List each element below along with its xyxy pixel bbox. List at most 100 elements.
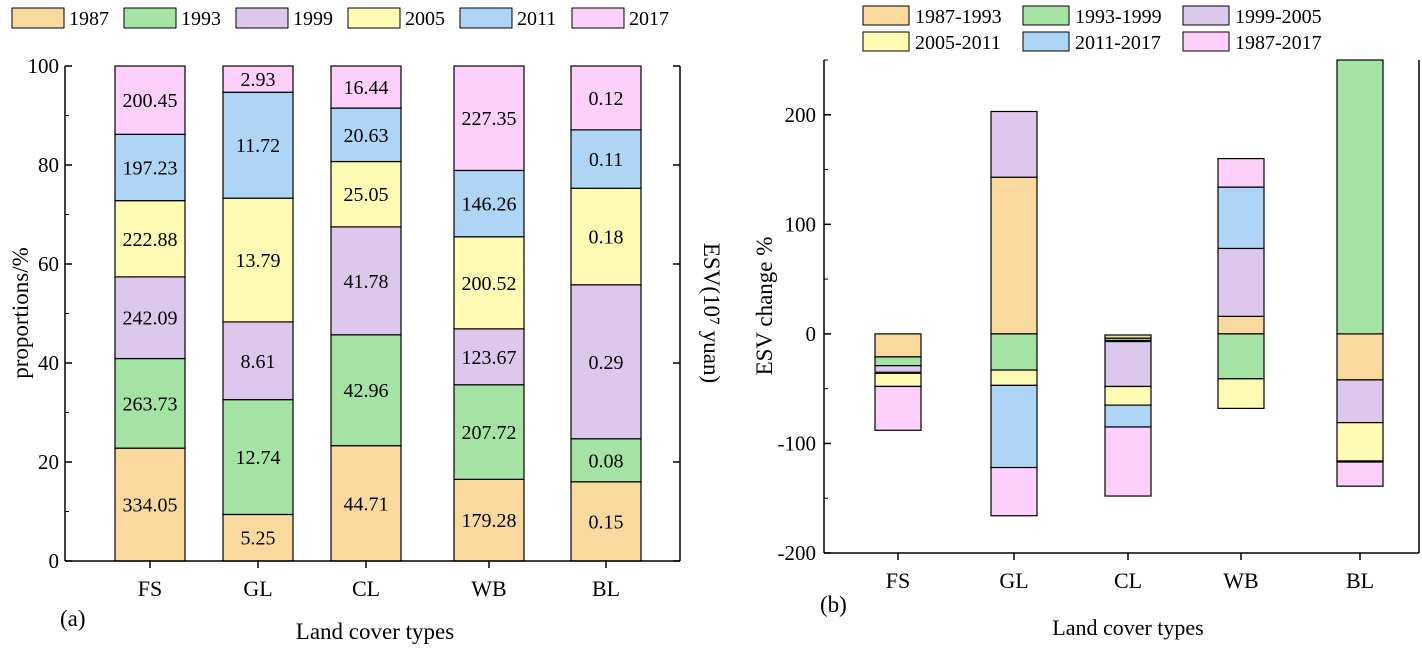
data-label: 146.26 — [462, 194, 517, 216]
bar-segment — [1336, 333, 1384, 381]
bar-segment — [453, 328, 525, 386]
legend-b-swatch — [1182, 5, 1230, 26]
panel-label-b: (b) — [820, 592, 847, 617]
bar-segment — [990, 333, 1038, 371]
x-tick-label: FS — [886, 568, 910, 593]
bar-segment — [1336, 422, 1384, 462]
bar-segment — [330, 160, 402, 228]
bar-segment — [1104, 385, 1152, 406]
panel-b-esv-change-chart: 1987-1993 1993-1999 1999-2005 2005-2011 2011… — [752, 5, 1420, 640]
bar-segment — [1217, 315, 1265, 335]
bar-segment — [874, 356, 922, 367]
x-axis-title: Land cover types — [1052, 615, 1204, 640]
data-label: 123.67 — [462, 347, 517, 369]
data-label: 20.63 — [344, 125, 389, 147]
legend-a-label: 1999 — [293, 8, 333, 30]
bar-segment — [453, 65, 525, 172]
bar-segment — [222, 65, 294, 93]
data-label: 222.88 — [123, 229, 178, 251]
data-label: 0.15 — [589, 511, 624, 533]
bar-segment — [1336, 379, 1384, 424]
data-label: 263.73 — [123, 393, 178, 415]
legend-a-swatch — [235, 7, 289, 29]
legend-b-swatch — [1022, 31, 1070, 52]
legend-a-label: 1987 — [69, 8, 109, 30]
legend-a-swatch — [123, 7, 177, 29]
bar-segment — [990, 384, 1038, 469]
bar-segment — [453, 169, 525, 238]
bar-segment — [222, 399, 294, 516]
data-label: 207.72 — [462, 422, 517, 444]
legend-b-label: 2011-2017 — [1075, 32, 1161, 54]
legend-b-swatch — [862, 31, 910, 52]
data-label: 42.96 — [344, 380, 389, 402]
data-label: 0.08 — [589, 450, 624, 472]
data-label: 25.05 — [344, 184, 389, 206]
legend-b-label: 2005-2011 — [915, 32, 1001, 54]
y-tick-label: 80 — [38, 153, 59, 177]
bar-segment — [570, 481, 642, 562]
bar-segment — [1217, 247, 1265, 317]
y-tick-label: 0 — [806, 322, 817, 346]
bar-segment — [114, 447, 186, 562]
bar-segment — [453, 478, 525, 562]
bar-segment — [570, 129, 642, 189]
y-tick-label: -100 — [778, 431, 817, 455]
data-label: 0.29 — [589, 352, 624, 374]
y-tick-label: 60 — [38, 252, 59, 276]
legend-a-swatch — [347, 7, 401, 29]
data-label: 11.72 — [236, 135, 280, 157]
data-label: 8.61 — [241, 351, 276, 373]
data-label: 13.79 — [236, 250, 281, 272]
legend-b-label: 1999-2005 — [1235, 6, 1322, 28]
legend-a-label: 2005 — [405, 8, 445, 30]
bar-segment — [114, 133, 186, 202]
bar-segment — [874, 372, 922, 388]
y-tick-label: 100 — [785, 212, 817, 236]
bar-segment — [1104, 340, 1152, 388]
bar-segment — [1104, 404, 1152, 428]
x-tick-label: WB — [1223, 568, 1258, 593]
bar-segment — [990, 369, 1038, 386]
x-tick-label: BL — [592, 576, 620, 601]
y-tick-label: -200 — [778, 541, 817, 565]
bar-segment — [222, 321, 294, 401]
x-tick-label: WB — [471, 576, 506, 601]
bar-segment — [222, 91, 294, 199]
x-tick-label: GL — [243, 576, 272, 601]
bar-segment — [330, 226, 402, 336]
data-label: 41.78 — [344, 271, 389, 293]
legend-b-swatch — [1022, 5, 1070, 26]
y-tick-label: 40 — [38, 351, 59, 375]
bar-segment — [990, 110, 1038, 178]
bar-segment — [1336, 59, 1384, 335]
legend-a: 1987 1993 1999 2005 2011 2017 — [11, 7, 669, 30]
bar-segment — [570, 438, 642, 483]
x-tick-label: BL — [1346, 568, 1374, 593]
bar-segment — [1217, 378, 1265, 409]
legend-a-label: 1993 — [181, 8, 221, 30]
legend-a-label: 2017 — [629, 8, 669, 30]
legend-b-label: 1987-2017 — [1235, 32, 1322, 54]
data-label: 0.11 — [589, 149, 623, 171]
data-label: 2.93 — [241, 69, 276, 91]
bar-segment — [453, 384, 525, 480]
x-tick-label: FS — [138, 576, 162, 601]
legend-a-swatch — [571, 7, 625, 29]
y-tick-label: 100 — [28, 54, 60, 78]
bar-segment — [114, 65, 186, 135]
x-tick-label: GL — [999, 568, 1028, 593]
legend-a-swatch — [459, 7, 513, 29]
data-label: 44.71 — [344, 493, 389, 515]
bar-segment — [1336, 461, 1384, 487]
y-tick-label: 200 — [785, 103, 817, 127]
bar-segment — [874, 333, 922, 358]
data-label: 179.28 — [462, 510, 517, 532]
y-axis-title-right: ESV(10⁷ yuan) — [699, 243, 724, 383]
y-axis-title: proportions/% — [8, 247, 33, 379]
data-label: 200.45 — [123, 90, 178, 112]
x-axis-title: Land cover types — [296, 619, 454, 644]
data-label: 0.12 — [589, 88, 624, 110]
data-label: 334.05 — [123, 495, 178, 517]
